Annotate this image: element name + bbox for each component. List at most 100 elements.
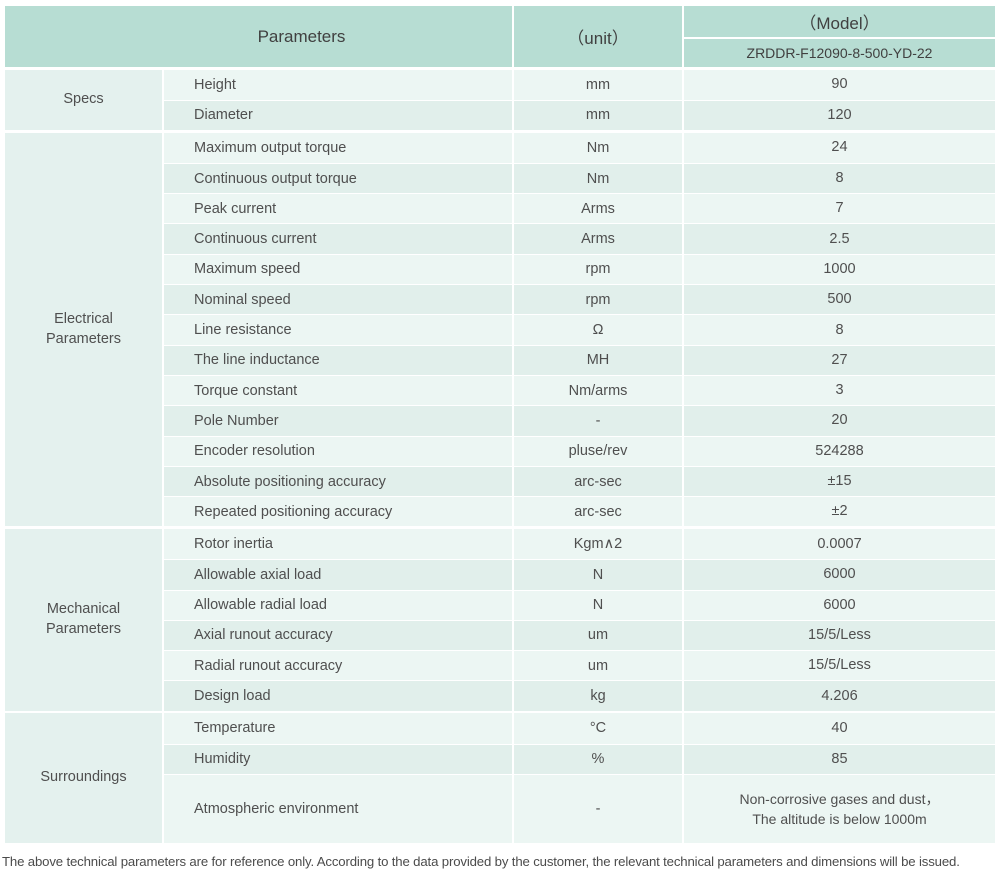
section-surroundings: Surroundings Temperature °C 40 Humidity … — [5, 713, 995, 843]
value-cell: 1000 — [682, 254, 995, 285]
group-cell-electrical: Electrical Parameters — [5, 132, 162, 527]
table-row: Repeated positioning accuracy arc-sec ±2 — [164, 496, 995, 527]
param-name-cell: Radial runout accuracy — [194, 657, 343, 674]
section-specs: Specs Height mm 90 Diameter mm 120 — [5, 69, 995, 131]
param-name-cell: Line resistance — [194, 322, 292, 339]
value-cell: 3 — [682, 375, 995, 406]
param-name-cell: Absolute positioning accuracy — [194, 473, 386, 490]
param-name-cell: Torque constant — [194, 382, 298, 399]
table-row: Peak current Arms 7 — [164, 193, 995, 224]
value-cell: 20 — [682, 406, 995, 436]
unit-cell: arc-sec — [512, 466, 682, 497]
unit-cell: MH — [512, 345, 682, 375]
parameters-table: Parameters （unit） （Model） ZRDDR-F12090-8… — [5, 6, 995, 843]
value-cell: 2.5 — [682, 224, 995, 254]
value-cell: 40 — [682, 713, 995, 744]
param-name-cell: Atmospheric environment — [194, 800, 359, 817]
param-name-cell: Diameter — [194, 107, 253, 124]
unit-cell: - — [512, 406, 682, 436]
header-model-value: ZRDDR-F12090-8-500-YD-22 — [684, 37, 995, 67]
table-row: Continuous current Arms 2.5 — [164, 223, 995, 254]
unit-cell: Nm — [512, 132, 682, 163]
unit-cell: % — [512, 744, 682, 774]
value-cell: 8 — [682, 163, 995, 194]
table-row: Atmospheric environment - Non-corrosive … — [164, 773, 995, 843]
param-name-cell: Axial runout accuracy — [194, 627, 333, 644]
param-name-cell: Nominal speed — [194, 291, 291, 308]
unit-cell: mm — [512, 100, 682, 131]
table-row: Humidity % 85 — [164, 743, 995, 774]
unit-cell: Arms — [512, 224, 682, 254]
value-cell: 8 — [682, 315, 995, 345]
table-row: Allowable axial load N 6000 — [164, 559, 995, 590]
param-name-cell: Encoder resolution — [194, 443, 315, 460]
param-name-cell: Continuous output torque — [194, 170, 357, 187]
section-rows: Maximum output torque Nm 24 Continuous o… — [164, 132, 995, 527]
value-cell: ±2 — [682, 497, 995, 527]
param-name-cell: Continuous current — [194, 231, 317, 248]
table-row: Height mm 90 — [164, 69, 995, 100]
unit-cell: Arms — [512, 194, 682, 224]
unit-cell: - — [512, 774, 682, 843]
param-name-cell: Maximum speed — [194, 261, 301, 278]
section-rows: Temperature °C 40 Humidity % 85 Atmosphe… — [164, 713, 995, 843]
unit-cell: °C — [512, 713, 682, 744]
param-name-cell: Repeated positioning accuracy — [194, 503, 393, 520]
value-cell: 15/5/Less — [682, 620, 995, 651]
unit-cell: pluse/rev — [512, 436, 682, 466]
value-cell: 15/5/Less — [682, 651, 995, 681]
header-model-label: （Model） — [684, 6, 995, 37]
param-name-cell: Height — [194, 76, 236, 93]
group-cell-specs: Specs — [5, 69, 162, 131]
param-name-cell: Temperature — [194, 720, 276, 737]
section-electrical-parameters: Electrical Parameters Maximum output tor… — [5, 132, 995, 527]
value-cell: 24 — [682, 132, 995, 163]
unit-cell: arc-sec — [512, 497, 682, 527]
section-mechanical-parameters: Mechanical Parameters Rotor inertia Kgm∧… — [5, 528, 995, 711]
unit-cell: Nm — [512, 163, 682, 194]
table-row: Diameter mm 120 — [164, 99, 995, 131]
unit-cell: kg — [512, 681, 682, 711]
unit-cell: N — [512, 590, 682, 620]
table-row: Axial runout accuracy um 15/5/Less — [164, 619, 995, 651]
unit-cell: rpm — [512, 285, 682, 315]
unit-cell: Nm/arms — [512, 375, 682, 406]
param-name-cell: Maximum output torque — [194, 139, 347, 156]
unit-cell: um — [512, 620, 682, 651]
group-cell-surroundings: Surroundings — [5, 713, 162, 843]
unit-cell: mm — [512, 69, 682, 100]
table-row: Absolute positioning accuracy arc-sec ±1… — [164, 465, 995, 497]
value-cell: 4.206 — [682, 681, 995, 711]
table-row: Pole Number - 20 — [164, 405, 995, 436]
param-name-cell: Peak current — [194, 200, 277, 217]
table-row: Maximum speed rpm 1000 — [164, 253, 995, 285]
value-cell: 500 — [682, 285, 995, 315]
unit-cell: rpm — [512, 254, 682, 285]
table-row: Line resistance Ω 8 — [164, 314, 995, 345]
table-row: Design load kg 4.206 — [164, 680, 995, 711]
param-name-cell: The line inductance — [194, 352, 320, 369]
value-cell: 6000 — [682, 590, 995, 620]
value-cell: 27 — [682, 345, 995, 375]
unit-cell: N — [512, 560, 682, 590]
param-name-cell: Allowable radial load — [194, 597, 327, 614]
param-name-cell: Allowable axial load — [194, 566, 322, 583]
value-cell: 90 — [682, 69, 995, 100]
value-cell: 524288 — [682, 436, 995, 466]
table-row: The line inductance MH 27 — [164, 344, 995, 375]
table-row: Allowable radial load N 6000 — [164, 589, 995, 620]
table-row: Torque constant Nm/arms 3 — [164, 374, 995, 406]
value-cell: 85 — [682, 744, 995, 774]
unit-cell: Ω — [512, 315, 682, 345]
param-name-cell: Pole Number — [194, 412, 279, 429]
header-model-group: （Model） ZRDDR-F12090-8-500-YD-22 — [682, 6, 995, 67]
table-row: Encoder resolution pluse/rev 524288 — [164, 435, 995, 466]
section-rows: Rotor inertia Kgm∧2 0.0007 Allowable axi… — [164, 528, 995, 711]
value-cell: 6000 — [682, 560, 995, 590]
value-cell: 7 — [682, 194, 995, 224]
group-cell-mechanical: Mechanical Parameters — [5, 528, 162, 711]
table-row: Radial runout accuracy um 15/5/Less — [164, 650, 995, 681]
section-rows: Height mm 90 Diameter mm 120 — [164, 69, 995, 131]
table-row: Rotor inertia Kgm∧2 0.0007 — [164, 528, 995, 560]
value-cell: Non-corrosive gases and dust， The altitu… — [682, 774, 995, 843]
